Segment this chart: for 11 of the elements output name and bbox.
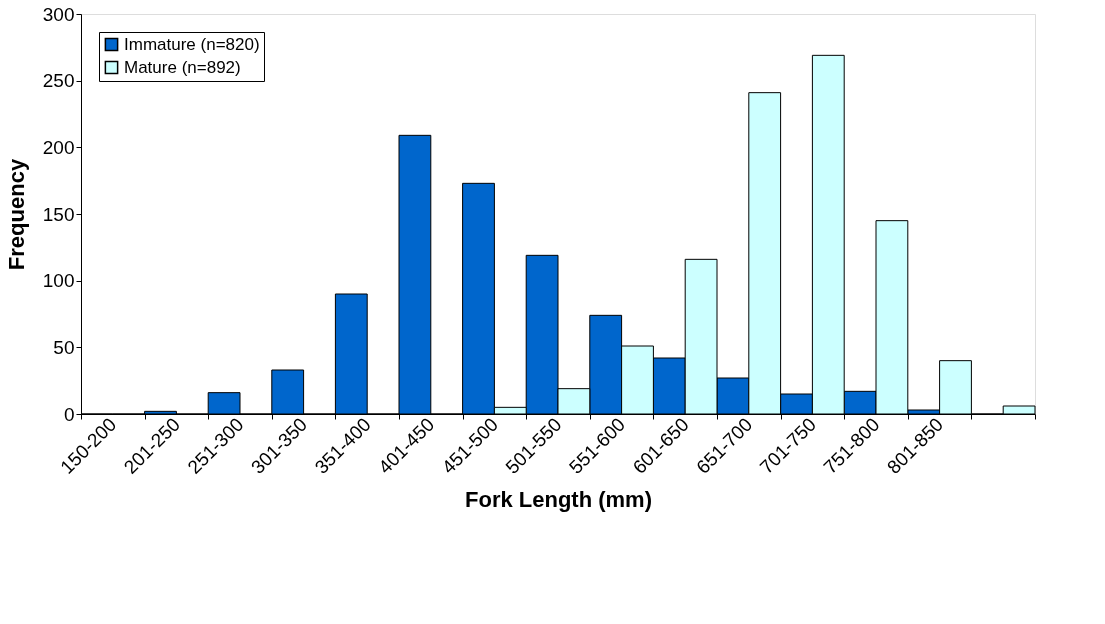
y-tick-label: 150 — [42, 203, 75, 225]
legend-label: Immature (n=820) — [124, 34, 260, 54]
y-tick-label: 100 — [42, 270, 75, 292]
y-tick-label: 50 — [53, 336, 75, 358]
y-axis-title: Frequency — [3, 158, 29, 271]
y-tick-label: 0 — [63, 403, 75, 425]
x-axis-title: Fork Length (mm) — [465, 486, 652, 512]
legend-label: Mature (n=892) — [124, 57, 241, 77]
y-tick-label: 300 — [42, 3, 75, 25]
y-tick-label: 250 — [42, 70, 75, 92]
y-tick-label: 200 — [42, 136, 75, 158]
